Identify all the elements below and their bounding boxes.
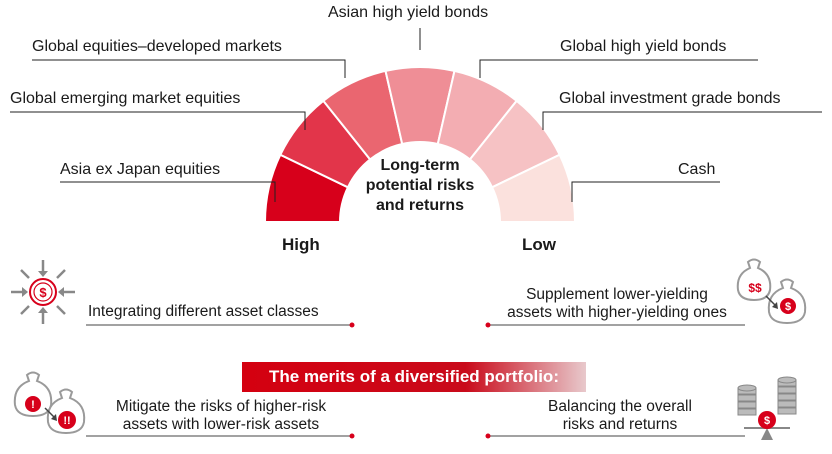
leader-emerging [10,111,306,130]
svg-text:$: $ [764,415,770,427]
converging-coin-icon: $ [11,260,75,324]
leader-developed [32,59,346,78]
merit-mitigate-line-1: Mitigate the risks of higher-risk [115,398,327,415]
leader-investment-grade [542,111,822,130]
svg-text:!: ! [31,399,35,411]
svg-text:$: $ [39,285,47,300]
leader-cash [571,181,720,202]
label-global-investment-grade-bonds: Global investment grade bonds [559,90,781,107]
gauge-center-text: Long-term potential risks and returns [345,156,495,216]
label-global-equities-developed: Global equities–developed markets [32,38,282,55]
risk-gauge [263,66,577,223]
merit-supplement: Supplement lower-yielding assets with hi… [490,286,744,322]
merit-underlines [86,322,745,439]
coin-stacks-icon: $ [737,376,797,440]
svg-text:$$: $$ [748,281,762,295]
center-line-3: and returns [375,197,464,214]
center-line-2: potential risks [365,177,475,194]
svg-text:!!: !! [63,415,70,427]
merit-mitigate-line-2: assets with lower-risk assets [122,416,320,433]
svg-text:$: $ [785,301,791,313]
center-line-1: Long-term [380,157,460,174]
label-global-emerging-market-equities: Global emerging market equities [10,90,241,107]
merit-balancing: Balancing the overall risks and returns [520,398,720,434]
high-label: High [282,235,320,254]
label-global-high-yield-bonds: Global high yield bonds [560,38,727,55]
merits-banner: The merits of a diversified portfolio: [242,362,586,392]
money-bags-icon: $$ $ [736,258,807,325]
label-asian-high-yield-bonds: Asian high yield bonds [328,4,489,21]
merit-mitigate: Mitigate the risks of higher-risk assets… [90,398,352,434]
leader-asia-ex-japan [60,181,276,202]
merit-balancing-line-2: risks and returns [562,416,678,433]
low-label: Low [522,235,556,254]
merit-integrating: Integrating different asset classes [88,303,319,320]
leader-global-hy [479,59,758,78]
leader-lines [10,28,822,202]
merit-supplement-line-1: Supplement lower-yielding [526,286,708,303]
merit-supplement-line-2: assets with higher-yielding ones [507,304,727,321]
label-cash: Cash [678,161,716,178]
merit-balancing-line-1: Balancing the overall [548,398,692,415]
label-asia-ex-japan-equities: Asia ex Japan equities [60,161,221,178]
gauge-segment-6 [490,153,577,223]
risk-bags-icon: ! !! [13,371,86,435]
